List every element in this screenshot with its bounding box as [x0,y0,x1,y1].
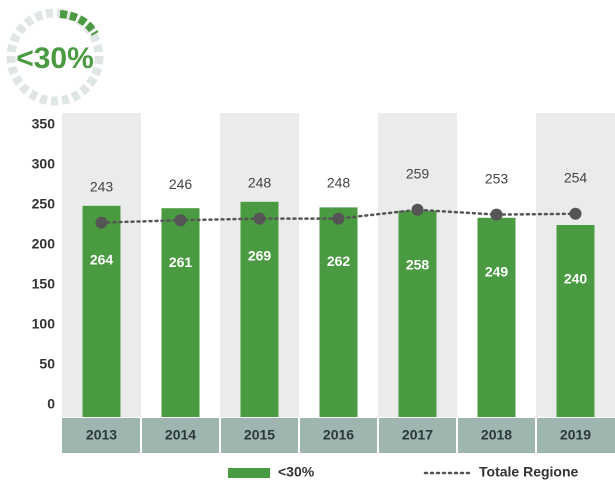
bar-label: 264 [90,252,114,268]
line-point [253,212,266,225]
bar-label: 240 [564,271,588,287]
point-label: 254 [564,170,588,186]
bar-label: 249 [485,264,509,280]
bar-label: 258 [406,256,430,272]
category-strip [62,418,615,453]
bar [240,201,279,417]
y-tick-label: 200 [32,236,56,252]
line-point [569,207,582,220]
bar-label: 262 [327,253,351,269]
x-tick-label: 2013 [86,427,117,443]
x-tick-label: 2017 [402,427,433,443]
x-tick-label: 2019 [560,427,591,443]
bar-label: 261 [169,254,193,270]
line-point [411,203,424,216]
bar [82,205,121,417]
badge: <30% [6,8,104,106]
y-tick-label: 150 [32,276,56,292]
y-tick-label: 0 [47,396,55,412]
line-point [490,208,503,221]
legend-swatch [228,468,270,478]
point-label: 248 [327,174,351,190]
point-label: 246 [169,176,193,192]
line-point [332,212,345,225]
y-tick-label: 250 [32,196,56,212]
bar [398,210,437,417]
badge-text: <30% [16,42,94,75]
line-point [95,216,108,229]
legend-label: Totale Regione [479,464,579,480]
x-tick-label: 2018 [481,427,512,443]
bar [556,225,595,417]
bar [319,207,358,417]
y-tick-label: 300 [32,156,56,172]
bar [161,208,200,417]
bar-label: 269 [248,248,272,264]
y-tick-label: 50 [39,356,55,372]
point-label: 253 [485,170,509,186]
laurel-ring [6,8,104,106]
point-label: 259 [406,166,430,182]
y-tick-label: 350 [32,116,56,132]
point-label: 248 [248,174,272,190]
badge-arrow [59,10,99,37]
bar [477,217,516,417]
legend-label: <30% [278,464,315,480]
line-point [174,214,187,227]
y-tick-label: 100 [32,316,56,332]
point-label: 243 [90,178,114,194]
x-tick-label: 2014 [165,427,196,443]
x-tick-label: 2015 [244,427,275,443]
x-tick-label: 2016 [323,427,354,443]
